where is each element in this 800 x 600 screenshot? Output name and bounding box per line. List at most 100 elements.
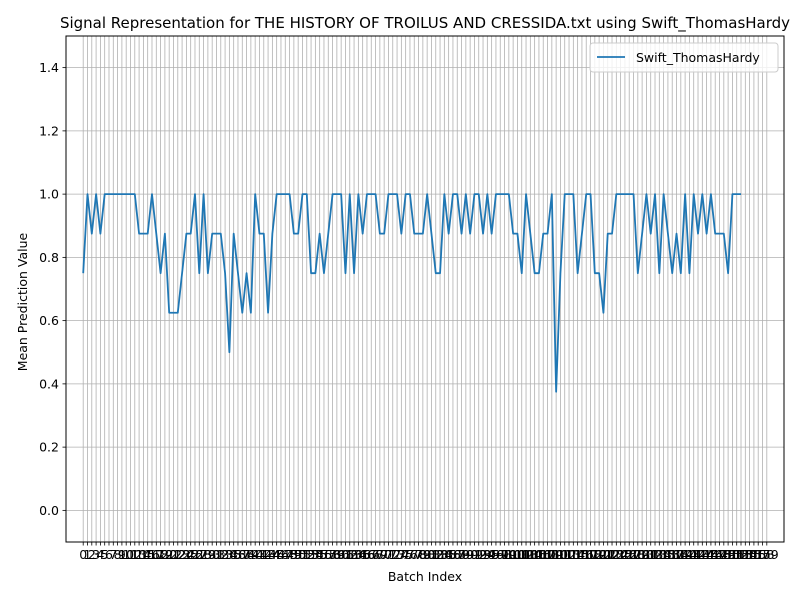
x-tick-label: 109 (540, 547, 564, 562)
legend: Swift_ThomasHardy (589, 42, 779, 73)
x-tick-label: 116 (570, 547, 594, 562)
legend-label: Swift_ThomasHardy (636, 50, 760, 65)
x-tick-label: 58 (325, 547, 341, 562)
x-tick-label: 128 (622, 547, 646, 562)
x-tick-label: 79 (415, 547, 431, 562)
x-tick-label: 15 (140, 547, 156, 562)
x-tick-label: 23 (174, 547, 190, 562)
x-tick-label: 127 (617, 547, 641, 562)
x-tick-label: 145 (695, 547, 719, 562)
x-tick-label: 26 (187, 547, 203, 562)
x-tick-label: 38 (239, 547, 255, 562)
x-tick-label: 55 (312, 547, 328, 562)
x-tick-label: 8 (114, 547, 122, 562)
x-tick-label: 134 (647, 547, 671, 562)
x-tick-label: 7 (109, 547, 117, 562)
x-tick-label: 118 (579, 547, 603, 562)
x-tick-label: 20 (161, 547, 177, 562)
x-tick-label: 32 (213, 547, 229, 562)
x-tick-label: 77 (406, 547, 422, 562)
x-tick-label: 75 (398, 547, 414, 562)
x-tick-label: 112 (553, 547, 577, 562)
x-tick-label: 120 (587, 547, 611, 562)
y-tick-label: 1.2 (39, 123, 59, 138)
x-tick-label: 105 (523, 547, 547, 562)
x-tick-label: 126 (613, 547, 637, 562)
x-tick-label: 133 (643, 547, 667, 562)
x-tick-label: 4 (96, 547, 104, 562)
x-tick-label: 149 (712, 547, 736, 562)
chart-title: Signal Representation for THE HISTORY OF… (60, 14, 790, 33)
x-tick-label: 99 (501, 547, 517, 562)
y-tick-label: 1.0 (39, 187, 59, 202)
x-tick-label: 135 (652, 547, 676, 562)
x-tick-label: 88 (454, 547, 470, 562)
x-tick-label: 10 (118, 547, 134, 562)
x-gridlines (82, 36, 768, 542)
x-tick-label: 110 (544, 547, 568, 562)
x-tick-label: 141 (677, 547, 701, 562)
x-tick-label: 139 (669, 547, 693, 562)
x-tick-label: 67 (363, 547, 379, 562)
x-tick-label: 41 (252, 547, 268, 562)
x-tick-label: 47 (277, 547, 293, 562)
y-tick-label: 0.6 (39, 313, 59, 328)
x-tick-label: 16 (144, 547, 160, 562)
x-tick-label: 6 (105, 547, 113, 562)
series-line (82, 193, 742, 393)
x-tick-label: 80 (419, 547, 435, 562)
series-layer (82, 193, 742, 393)
x-tick-label: 56 (316, 547, 332, 562)
x-tick-label: 68 (368, 547, 384, 562)
x-tick-label: 62 (342, 547, 358, 562)
x-tick-label: 50 (290, 547, 306, 562)
y-tick-label: 0.8 (39, 250, 59, 265)
x-tick-label: 18 (153, 547, 169, 562)
y-tick-label: 0.0 (39, 503, 59, 518)
x-tick-label: 42 (256, 547, 272, 562)
x-tick-label: 148 (708, 547, 732, 562)
x-tick-label: 83 (432, 547, 448, 562)
x-tick-label: 37 (234, 547, 250, 562)
x-tick-label: 61 (338, 547, 354, 562)
x-tick-label: 155 (738, 547, 762, 562)
x-tick-label: 84 (436, 547, 452, 562)
y-tick-label: 1.4 (39, 60, 59, 75)
y-tick-label: 0.4 (39, 376, 59, 391)
x-tick-label: 60 (333, 547, 349, 562)
x-tick-label: 87 (449, 547, 465, 562)
x-tick-label: 78 (411, 547, 427, 562)
legend-box (589, 42, 779, 73)
x-tick-label: 137 (660, 547, 684, 562)
x-tick-label: 25 (183, 547, 199, 562)
x-tick-label: 11 (123, 547, 139, 562)
x-tick-label: 144 (690, 547, 714, 562)
x-axis-label: Batch Index (388, 569, 462, 584)
x-tick-label: 158 (751, 547, 775, 562)
x-tick-label: 140 (673, 547, 697, 562)
x-tick-label: 0 (79, 547, 87, 562)
x-tick-label: 34 (221, 547, 237, 562)
x-tick-label: 94 (479, 547, 495, 562)
x-tick-label: 124 (604, 547, 628, 562)
x-tick-label: 82 (428, 547, 444, 562)
x-tick-label: 12 (127, 547, 143, 562)
x-tick-label: 29 (200, 547, 216, 562)
x-tick-label: 1 (84, 547, 92, 562)
x-tick-label: 154 (733, 547, 757, 562)
x-tick-label: 150 (716, 547, 740, 562)
x-tick-label: 151 (720, 547, 744, 562)
x-tick-label: 97 (492, 547, 508, 562)
x-tick-label: 142 (682, 547, 706, 562)
x-tick-label: 53 (303, 547, 319, 562)
x-tick-label: 89 (458, 547, 474, 562)
x-tick-label: 24 (178, 547, 194, 562)
x-tick-label: 72 (385, 547, 401, 562)
x-tick-label: 81 (423, 547, 439, 562)
x-tick-label: 156 (742, 547, 766, 562)
x-tick-label: 103 (514, 547, 538, 562)
x-tick-label: 46 (273, 547, 289, 562)
x-tick-label: 9 (118, 547, 126, 562)
x-tick-label: 76 (402, 547, 418, 562)
x-tick-label: 98 (497, 547, 513, 562)
